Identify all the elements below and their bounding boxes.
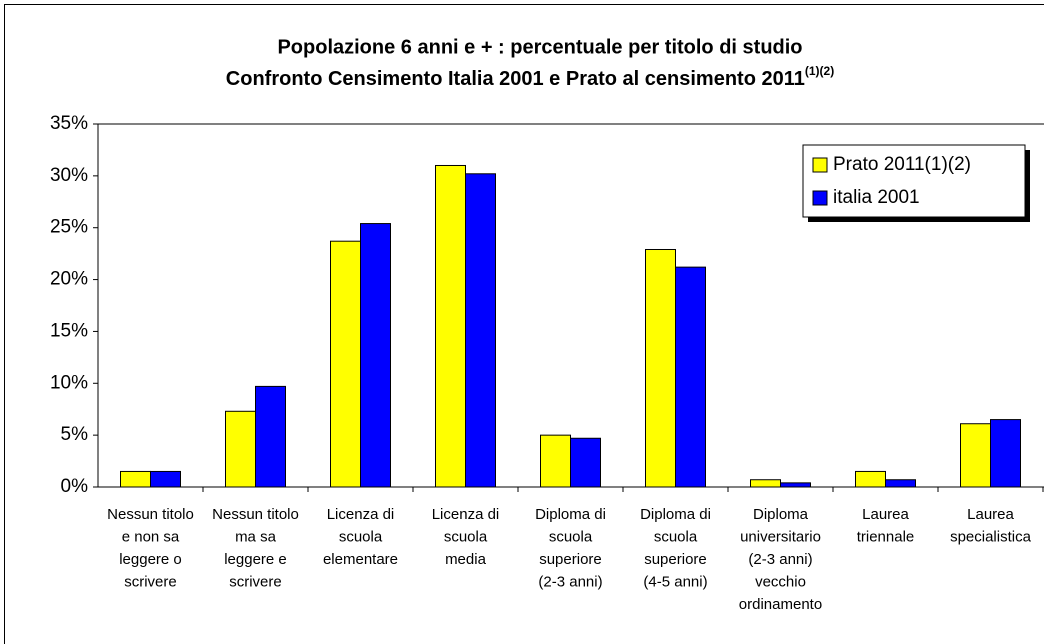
x-tick-label: ordinamento	[739, 596, 822, 613]
bar	[960, 423, 991, 488]
legend-swatch	[812, 190, 828, 206]
bar	[675, 266, 706, 488]
x-tick-label: leggere o	[119, 551, 182, 568]
legend-label: Prato 2011(1)(2)	[833, 154, 971, 175]
legend-label: italia 2001	[833, 187, 920, 208]
x-tick-label: scuola	[444, 528, 488, 545]
chart-border	[4, 4, 1044, 644]
y-tick-label: 35%	[50, 113, 88, 134]
chart-subtitle: Confronto Censimento Italia 2001 e Prato…	[226, 64, 834, 90]
bar	[780, 482, 811, 488]
y-tick-label: 25%	[50, 217, 88, 238]
bar	[120, 470, 151, 488]
bar	[570, 437, 601, 488]
subtitle-text: Confronto Censimento Italia 2001 e Prato…	[226, 68, 805, 90]
x-tick-label: ma sa	[235, 528, 277, 545]
bar	[255, 385, 286, 488]
x-tick-label: specialistica	[950, 528, 1032, 545]
bar	[360, 223, 391, 488]
x-tick-label: leggere e	[224, 551, 287, 568]
x-tick-label: superiore	[539, 551, 602, 568]
bar	[465, 173, 496, 488]
y-tick-label: 10%	[50, 372, 88, 393]
x-tick-label: triennale	[857, 528, 915, 545]
bar	[330, 240, 361, 488]
x-tick-label: scuola	[339, 528, 383, 545]
x-tick-label: scrivere	[229, 573, 282, 590]
y-tick-label: 0%	[61, 476, 89, 497]
x-tick-label: scuola	[549, 528, 593, 545]
subtitle-superscript: (1)(2)	[805, 64, 834, 78]
y-tick-label: 5%	[61, 424, 89, 445]
y-tick-label: 20%	[50, 269, 88, 290]
chart-title: Popolazione 6 anni e + : percentuale per…	[277, 36, 802, 58]
x-tick-label: media	[445, 551, 487, 568]
x-tick-label: elementare	[323, 551, 398, 568]
x-tick-label: Nessun titolo	[212, 506, 299, 523]
x-tick-label: e non sa	[122, 528, 180, 545]
x-tick-label: Nessun titolo	[107, 506, 194, 523]
x-tick-label: Laurea	[862, 506, 909, 523]
bar	[750, 479, 781, 488]
x-tick-label: Diploma di	[535, 506, 606, 523]
x-tick-label: Diploma di	[640, 506, 711, 523]
x-tick-label: (2-3 anni)	[538, 573, 602, 590]
bar	[885, 479, 916, 488]
x-tick-label: (4-5 anni)	[643, 573, 707, 590]
x-tick-label: Diploma	[753, 506, 809, 523]
bar	[435, 164, 466, 488]
bar	[855, 470, 886, 488]
bar	[990, 419, 1021, 488]
y-tick-label: 15%	[50, 320, 88, 341]
x-tick-label: Laurea	[967, 506, 1014, 523]
x-tick-label: scrivere	[124, 573, 177, 590]
x-tick-label: superiore	[644, 551, 707, 568]
x-tick-label: Licenza di	[327, 506, 395, 523]
bar	[225, 410, 256, 488]
bar	[540, 434, 571, 488]
bar	[645, 248, 676, 488]
x-tick-label: Licenza di	[432, 506, 500, 523]
x-tick-label: vecchio	[755, 573, 806, 590]
legend	[802, 144, 1026, 218]
x-tick-label: scuola	[654, 528, 698, 545]
legend-swatch	[812, 157, 828, 173]
x-tick-label: (2-3 anni)	[748, 551, 812, 568]
bar	[150, 470, 181, 488]
y-tick-label: 30%	[50, 165, 88, 186]
x-tick-label: universitario	[740, 528, 821, 545]
